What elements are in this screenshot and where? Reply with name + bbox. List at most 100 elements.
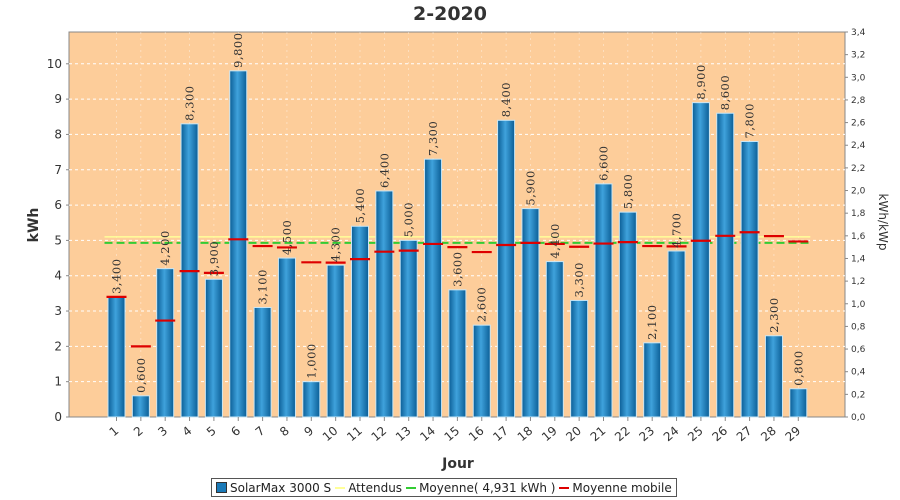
legend: SolarMax 3000 S Attendus Moyenne( 4,931 … xyxy=(211,478,677,497)
x-tick-label: 22 xyxy=(612,424,633,445)
bar-value-label: 7,300 xyxy=(426,121,440,156)
y2-tick-label: 0,4 xyxy=(851,368,866,378)
bar xyxy=(448,289,467,418)
x-tick-label: 2 xyxy=(131,424,146,440)
x-tick-label: 12 xyxy=(369,424,390,445)
y-tick-label: 3 xyxy=(54,304,62,318)
x-tick-label: 26 xyxy=(709,424,730,445)
bar xyxy=(326,264,345,418)
y2-tick-label: 2,4 xyxy=(851,141,866,151)
y-axis-right: 0,0 0,2 0,4 0,6 0,8 1,0 1,2 1,4 1,6 1,8 2,0 2,2 2,4 2… xyxy=(845,28,866,423)
bar-value-label: 5,000 xyxy=(402,202,416,237)
bar xyxy=(764,335,783,418)
bar xyxy=(399,239,418,418)
y-axis-left: 0 1 2 3 4 5 6 7 8 9 10 xyxy=(47,57,69,424)
bar xyxy=(545,261,564,418)
x-tick-label: 21 xyxy=(588,424,609,445)
x-tick-label: 20 xyxy=(563,424,584,445)
y2-tick-label: 2,0 xyxy=(851,187,866,197)
y2-tick-label: 3,4 xyxy=(851,28,866,38)
bar-value-label: 4,200 xyxy=(158,230,172,265)
y2-axis-title: kWh/kWp xyxy=(876,194,890,251)
bar-value-label: 3,400 xyxy=(110,258,124,293)
x-tick-label: 4 xyxy=(180,424,195,440)
bar-value-label: 4,400 xyxy=(548,223,562,258)
bar xyxy=(277,257,296,418)
bar-value-label: 4,300 xyxy=(329,227,343,262)
legend-swatch-expected xyxy=(335,486,346,489)
x-tick-label: 13 xyxy=(393,424,414,445)
bar-value-label: 4,700 xyxy=(670,213,684,248)
x-tick-label: 9 xyxy=(301,424,316,440)
x-tick-label: 29 xyxy=(783,424,804,445)
bar-value-label: 8,300 xyxy=(183,85,197,120)
bar-value-label: 7,800 xyxy=(743,103,757,138)
bar-value-label: 3,900 xyxy=(207,241,221,276)
y2-tick-label: 3,0 xyxy=(851,73,866,83)
bar xyxy=(716,112,735,418)
legend-item-moving-average: Moyenne mobile xyxy=(559,480,672,495)
y2-tick-label: 3,2 xyxy=(851,51,865,61)
y2-tick-label: 2,6 xyxy=(851,119,866,129)
bar-value-label: 3,600 xyxy=(450,251,464,286)
bar xyxy=(667,250,686,418)
x-tick-label: 15 xyxy=(442,424,463,445)
x-tick-label: 27 xyxy=(734,424,755,445)
x-tick-label: 18 xyxy=(515,424,536,445)
bar-value-label: 5,900 xyxy=(523,170,537,205)
x-axis: 1 2 3 4 5 6 7 8 9 10 11 12 13 14 15 16 17 18 19 20 21 22 23 24 2… xyxy=(107,417,804,445)
x-tick-label: 6 xyxy=(228,424,243,440)
x-tick-label: 10 xyxy=(320,424,341,445)
y-tick-label: 7 xyxy=(54,163,62,177)
x-tick-label: 28 xyxy=(758,424,779,445)
legend-label: Moyenne mobile xyxy=(572,480,672,495)
bar xyxy=(740,140,759,418)
bar xyxy=(594,183,613,418)
x-tick-label: 17 xyxy=(490,424,511,445)
y-tick-label: 5 xyxy=(54,233,62,247)
y-tick-label: 0 xyxy=(54,410,62,424)
bar xyxy=(204,278,223,418)
chart-title: 2-2020 xyxy=(413,3,487,25)
bar xyxy=(375,190,394,418)
legend-label: Moyenne( 4,931 kWh ) xyxy=(419,480,556,495)
bar-value-label: 3,300 xyxy=(572,262,586,297)
x-tick-label: 14 xyxy=(417,424,438,445)
legend-swatch-bars xyxy=(216,482,227,493)
bar-value-label: 2,300 xyxy=(767,297,781,332)
bar xyxy=(472,324,491,418)
bar-value-label: 4,500 xyxy=(280,220,294,255)
x-tick-label: 3 xyxy=(155,424,170,440)
y-tick-label: 1 xyxy=(54,375,62,389)
moving-average-series xyxy=(106,231,809,348)
bar-value-label: 5,400 xyxy=(353,188,367,223)
legend-label: Attendus xyxy=(348,480,403,495)
bar xyxy=(302,381,321,418)
legend-swatch-moving-average xyxy=(559,486,570,489)
y-tick-label: 2 xyxy=(54,339,62,353)
bar xyxy=(643,342,662,418)
bar-value-label: 0,600 xyxy=(134,357,148,392)
bar xyxy=(789,388,808,418)
value-labels: 3,400 0,600 4,200 8,300 3,900 9,800 3,100 4,500… xyxy=(110,32,806,392)
bar-value-label: 9,800 xyxy=(231,32,245,67)
bar-value-label: 5,800 xyxy=(621,174,635,209)
legend-label: SolarMax 3000 S xyxy=(230,480,332,495)
y2-tick-label: 1,8 xyxy=(851,209,866,219)
y2-tick-label: 1,4 xyxy=(851,254,866,264)
legend-swatch-average xyxy=(406,486,417,489)
y-axis-title: kWh xyxy=(26,208,42,243)
y2-tick-label: 1,6 xyxy=(851,232,866,242)
y2-tick-label: 1,2 xyxy=(851,277,865,287)
bar-value-label: 6,600 xyxy=(597,145,611,180)
bar-value-label: 8,600 xyxy=(718,75,732,110)
x-tick-label: 19 xyxy=(539,424,560,445)
bar xyxy=(229,70,248,418)
x-tick-label: 7 xyxy=(253,424,268,440)
bar-value-label: 0,800 xyxy=(791,350,805,385)
y-tick-label: 8 xyxy=(54,127,62,141)
y2-tick-label: 0,2 xyxy=(851,390,865,400)
x-tick-label: 5 xyxy=(204,424,219,440)
x-tick-label: 8 xyxy=(277,424,292,440)
